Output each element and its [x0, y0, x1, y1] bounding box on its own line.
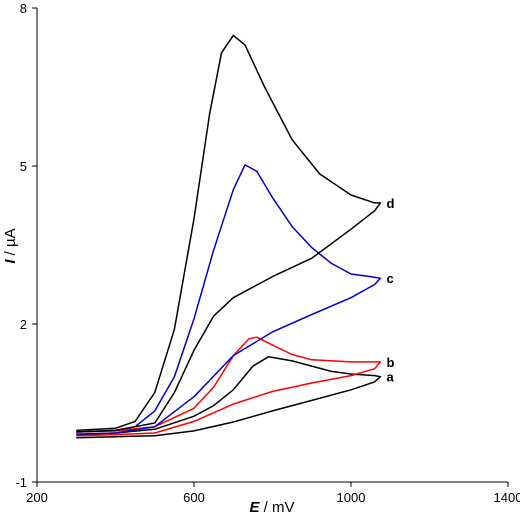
series-line-a	[76, 355, 382, 439]
x-tick-label: 200	[26, 490, 48, 505]
y-tick-label: 8	[20, 1, 27, 16]
x-tick-label: 600	[183, 490, 205, 505]
y-axis-title: I / µA	[2, 228, 19, 263]
curve-label-b: b	[386, 355, 394, 370]
tick-labels: 200 600 1000 1400 -1 2 5 8	[15, 1, 520, 505]
curve-label-a: a	[386, 370, 394, 385]
curve-labels: ab c d	[386, 196, 394, 385]
series-line-d	[76, 34, 382, 433]
series-group	[76, 34, 382, 439]
y-tick-label: -1	[15, 475, 27, 490]
y-tick-label: 2	[20, 317, 27, 332]
ticks	[32, 7, 509, 487]
curve-label-c: c	[386, 271, 393, 286]
x-axis-title: E / mV	[249, 499, 294, 516]
curve-label-d: d	[386, 196, 394, 211]
series-line-c	[76, 164, 382, 435]
x-tick-label: 1400	[494, 490, 520, 505]
axes	[36, 8, 508, 483]
x-tick-label: 1000	[337, 490, 366, 505]
y-tick-label: 5	[20, 159, 27, 174]
series-line-b	[76, 336, 382, 437]
